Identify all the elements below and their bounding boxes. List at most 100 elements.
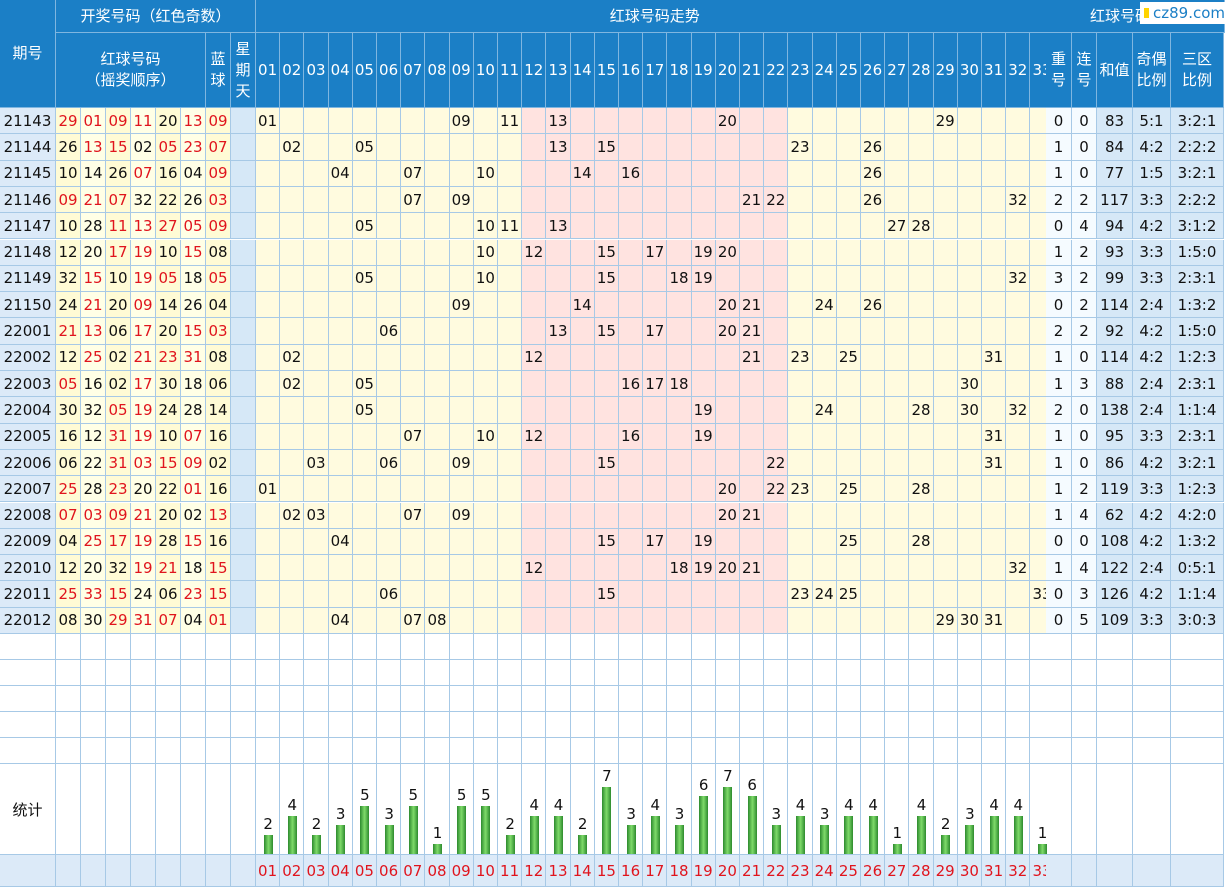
blank-cell bbox=[1097, 634, 1133, 660]
trend-cell: 05 bbox=[352, 265, 377, 293]
trend-cell bbox=[691, 607, 716, 634]
trend-cell bbox=[280, 607, 305, 634]
trend-cell bbox=[304, 423, 329, 450]
trend-cell bbox=[619, 213, 644, 240]
trend-cell bbox=[522, 397, 547, 424]
trend-cell bbox=[425, 581, 450, 608]
red-ball-cell: 12 bbox=[56, 344, 81, 371]
trend-cell bbox=[256, 265, 281, 293]
trend-cell bbox=[280, 581, 305, 608]
analysis-consec-cell: 0 bbox=[1072, 528, 1097, 556]
blank-cell bbox=[1133, 712, 1171, 738]
red-ball-cell: 25 bbox=[81, 344, 106, 371]
trend-cell bbox=[861, 502, 886, 529]
analysis-consec-cell: 0 bbox=[1072, 397, 1097, 424]
blank-cell bbox=[131, 712, 156, 738]
trend-cell bbox=[957, 423, 982, 450]
trend-cell: 13 bbox=[546, 318, 571, 345]
trend-cell bbox=[885, 555, 910, 582]
trend-cell bbox=[280, 476, 305, 503]
header-col-29: 29 bbox=[933, 33, 958, 108]
blank-cell bbox=[909, 634, 934, 660]
bar-09 bbox=[457, 806, 467, 854]
blank-cell bbox=[909, 660, 934, 686]
blank-cell bbox=[1097, 712, 1133, 738]
trend-cell bbox=[836, 371, 861, 398]
trend-cell bbox=[304, 292, 329, 319]
red-ball-cell: 05 bbox=[156, 134, 181, 161]
blank-cell bbox=[764, 634, 789, 660]
issue-cell: 22004 bbox=[0, 397, 56, 424]
analysis-repeat-cell: 1 bbox=[1046, 134, 1072, 161]
header-col-11: 11 bbox=[498, 33, 523, 108]
weekday-cell bbox=[231, 502, 256, 529]
analysis-consec-cell: 0 bbox=[1072, 423, 1097, 450]
blank-cell bbox=[643, 634, 668, 660]
blank-cell bbox=[1006, 634, 1031, 660]
analysis-repeat-cell: 0 bbox=[1046, 108, 1072, 135]
trend-cell bbox=[256, 239, 281, 266]
trend-cell bbox=[570, 476, 595, 503]
footer-blank-cell bbox=[1097, 855, 1133, 887]
trend-cell bbox=[982, 134, 1007, 161]
bar-13 bbox=[554, 815, 563, 854]
trend-cell bbox=[812, 371, 837, 398]
trend-cell bbox=[812, 213, 837, 240]
blue-ball-cell: 05 bbox=[206, 265, 231, 293]
trend-cell bbox=[619, 265, 644, 293]
blank-cell bbox=[982, 686, 1007, 712]
analysis-sum-cell: 108 bbox=[1097, 528, 1133, 556]
trend-cell: 06 bbox=[377, 449, 402, 477]
stats-blank-cell bbox=[1171, 764, 1224, 855]
header-repeat: 重号 bbox=[1046, 33, 1072, 108]
trend-cell bbox=[498, 397, 523, 424]
header-col-12: 12 bbox=[522, 33, 547, 108]
blank-cell bbox=[957, 660, 982, 686]
analysis-sum-cell: 109 bbox=[1097, 607, 1133, 634]
trend-cell bbox=[909, 160, 934, 187]
trend-cell bbox=[594, 160, 619, 187]
trend-cell bbox=[352, 502, 377, 529]
trend-cell bbox=[425, 555, 450, 582]
trend-cell bbox=[304, 607, 329, 634]
stats-blank-cell bbox=[1133, 764, 1171, 855]
trend-cell: 20 bbox=[715, 502, 740, 529]
trend-cell bbox=[836, 265, 861, 293]
red-ball-cell: 28 bbox=[156, 528, 181, 556]
trend-cell bbox=[449, 134, 474, 161]
issue-cell: 22005 bbox=[0, 423, 56, 450]
blank-cell bbox=[425, 660, 450, 686]
analysis-sum-cell: 122 bbox=[1097, 555, 1133, 582]
blank-cell bbox=[546, 634, 571, 660]
bar-value-label: 4 bbox=[989, 795, 999, 814]
trend-cell bbox=[594, 213, 619, 240]
trend-cell bbox=[691, 134, 716, 161]
blank-cell bbox=[56, 660, 81, 686]
trend-cell: 03 bbox=[304, 449, 329, 477]
trend-cell bbox=[740, 160, 765, 187]
red-ball-cell: 09 bbox=[106, 502, 131, 529]
trend-cell bbox=[473, 476, 498, 503]
trend-cell bbox=[933, 397, 958, 424]
blank-cell bbox=[81, 660, 106, 686]
blank-cell bbox=[1171, 660, 1224, 686]
trend-cell: 30 bbox=[957, 371, 982, 398]
trend-cell bbox=[812, 607, 837, 634]
red-ball-cell: 18 bbox=[181, 265, 206, 293]
bar-value-label: 3 bbox=[674, 805, 685, 824]
blank-cell bbox=[1006, 738, 1031, 764]
trend-cell bbox=[449, 344, 474, 371]
header-col-02: 02 bbox=[280, 33, 305, 108]
blank-cell bbox=[522, 738, 547, 764]
analysis-repeat-cell: 2 bbox=[1046, 318, 1072, 345]
trend-cell bbox=[764, 134, 789, 161]
bar-07 bbox=[408, 806, 418, 854]
blank-cell bbox=[0, 634, 56, 660]
stats-blank-cell bbox=[1097, 764, 1133, 855]
trend-cell: 32 bbox=[1006, 397, 1031, 424]
analysis-zone-cell: 2:2:2 bbox=[1171, 186, 1224, 214]
trend-cell bbox=[304, 371, 329, 398]
blank-cell bbox=[861, 634, 886, 660]
footer-tick-label: 14 bbox=[570, 855, 595, 887]
blank-cell bbox=[231, 738, 256, 764]
